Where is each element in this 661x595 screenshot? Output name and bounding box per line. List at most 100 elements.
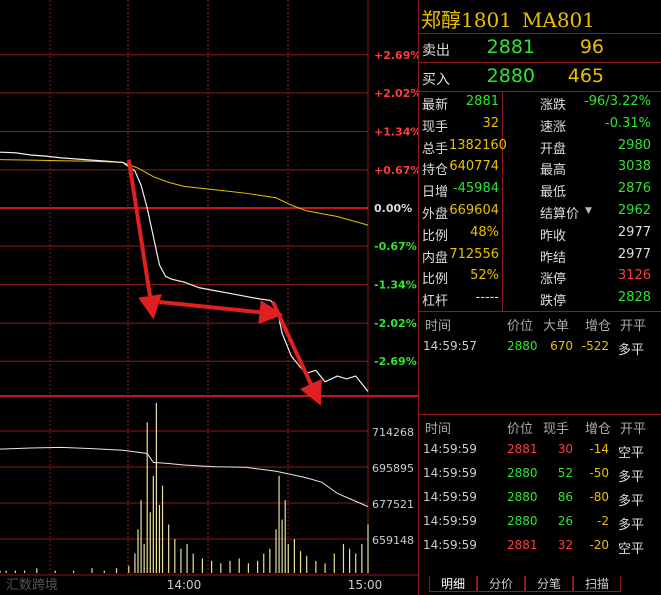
stat-value-left: 48% — [470, 224, 499, 240]
row-type: 多平 — [618, 518, 645, 533]
stat-label-right: 涨跌 — [540, 98, 567, 113]
stat-value-right: 2977 — [617, 224, 651, 240]
row-time: 14:59:59 — [423, 514, 477, 528]
row-price: 2881 — [507, 538, 538, 552]
x-tick-label: 14:00 — [167, 578, 202, 592]
row-price: 2880 — [507, 514, 538, 528]
row-time: 14:59:59 — [423, 538, 477, 552]
stat-label-left: 持仓 — [422, 163, 449, 179]
stat-label-left: 日增 — [422, 185, 449, 201]
column-header: 开平 — [620, 319, 647, 334]
tab-1[interactable]: 分价 — [477, 576, 525, 592]
row-oi: -522 — [581, 339, 609, 353]
trend-arrow-annotation — [271, 301, 322, 406]
stat-value-left: 712556 — [449, 246, 499, 262]
tab-3[interactable]: 扫描 — [573, 576, 621, 592]
stat-label-left: 外盘 — [422, 207, 449, 222]
row-qty: 52 — [557, 466, 573, 480]
intraday-chart[interactable]: +2.69% +2.02% +1.34% +0.67% 0.00% -0.67% -1.34… — [0, 0, 418, 595]
contract-name: 郑醇1801 — [421, 8, 512, 32]
row-time: 14:59:59 — [423, 442, 477, 456]
tab-0[interactable]: 明细 — [429, 576, 477, 592]
ask-price: 2881 — [486, 36, 535, 58]
open-interest-line — [0, 446, 369, 508]
tab-2[interactable]: 分笔 — [525, 576, 573, 592]
stat-value-left: ----- — [475, 290, 499, 306]
stat-label-left: 内盘 — [422, 250, 449, 266]
stat-value-right: 3038 — [617, 159, 651, 175]
row-type: 多平 — [618, 494, 645, 509]
row-type: 空平 — [618, 542, 645, 557]
stat-label-right: 最低 — [540, 185, 567, 201]
column-header: 价位 — [507, 422, 534, 437]
pct-tick-label: 0.00% — [374, 202, 412, 215]
stat-value-right: -0.31% — [605, 115, 651, 131]
stat-label-left: 杠杆 — [422, 294, 449, 310]
pct-tick-label: -0.67% — [374, 240, 417, 253]
row-qty: 670 — [550, 339, 573, 353]
pct-tick-label: +2.02% — [374, 87, 418, 100]
stat-label-right: 开盘 — [540, 141, 567, 157]
stat-value-left: 669604 — [449, 203, 499, 218]
row-price: 2880 — [507, 466, 538, 480]
pct-tick-label: -1.34% — [374, 278, 417, 291]
row-price: 2880 — [507, 339, 538, 353]
pct-tick-label: -2.69% — [374, 355, 417, 368]
quote-panel: 郑醇1801 MA801 卖出 2881 96 买入 2880 465 最新 288… — [418, 0, 661, 595]
column-header: 现手 — [543, 422, 570, 437]
stat-label-right: 最高 — [540, 163, 567, 179]
row-oi: -14 — [589, 442, 609, 456]
row-oi: -50 — [589, 466, 609, 480]
ask-label: 卖出 — [422, 43, 450, 59]
stat-label-left: 比例 — [422, 228, 449, 244]
volume-tick-label: 677521 — [372, 498, 414, 511]
row-qty: 86 — [557, 490, 573, 504]
column-header: 大单 — [543, 319, 570, 334]
bid-label: 买入 — [422, 72, 450, 88]
x-tick-label: 15:00 — [348, 578, 383, 592]
row-oi: -20 — [589, 538, 609, 552]
ask-volume: 96 — [579, 36, 604, 58]
row-time: 14:59:59 — [423, 466, 477, 480]
pct-tick-label: +2.69% — [374, 49, 418, 62]
average-price-line — [0, 159, 369, 226]
bid-price: 2880 — [486, 65, 535, 87]
ask-row: 卖出 2881 96 — [419, 34, 661, 62]
stat-label-right: 结算价 — [540, 207, 580, 222]
stat-value-right: 2876 — [617, 181, 651, 197]
stat-label-right: 跌停 — [540, 294, 567, 310]
stat-label-left: 现手 — [422, 119, 449, 135]
column-header: 时间 — [425, 422, 452, 437]
chevron-down-icon[interactable]: ▼ — [585, 206, 592, 216]
pct-tick-label: +0.67% — [374, 164, 418, 177]
bid-row: 买入 2880 465 — [419, 63, 661, 91]
stat-value-right: 2962 — [617, 203, 651, 218]
stat-label-left: 总手 — [422, 141, 449, 157]
contract-code: MA801 — [521, 8, 596, 32]
volume-tick-label: 659148 — [372, 534, 414, 547]
bid-volume: 465 — [567, 65, 604, 87]
row-qty: 30 — [557, 442, 573, 456]
stat-label-right: 涨停 — [540, 272, 567, 288]
stat-label-right: 速涨 — [540, 119, 567, 135]
row-oi: -2 — [597, 514, 609, 528]
stat-label-left: 最新 — [422, 98, 449, 113]
stat-value-left: 640774 — [449, 159, 499, 175]
volume-tick-label: 695895 — [372, 462, 414, 475]
row-price: 2880 — [507, 490, 538, 504]
row-qty: 32 — [557, 538, 573, 552]
price-line — [0, 151, 369, 392]
column-header: 价位 — [507, 319, 534, 334]
stat-value-left: 1382160 — [449, 137, 507, 153]
row-time: 14:59:57 — [423, 339, 477, 353]
row-type: 多平 — [618, 343, 645, 358]
row-type: 空平 — [618, 446, 645, 461]
row-qty: 26 — [557, 514, 573, 528]
column-header: 时间 — [425, 319, 452, 334]
row-time: 14:59:59 — [423, 490, 477, 504]
column-header: 增仓 — [585, 319, 612, 334]
stat-value-right: 2980 — [617, 137, 651, 153]
trend-arrow-annotation — [159, 300, 284, 325]
stat-value-right: 2828 — [617, 290, 651, 306]
row-oi: -80 — [589, 490, 609, 504]
